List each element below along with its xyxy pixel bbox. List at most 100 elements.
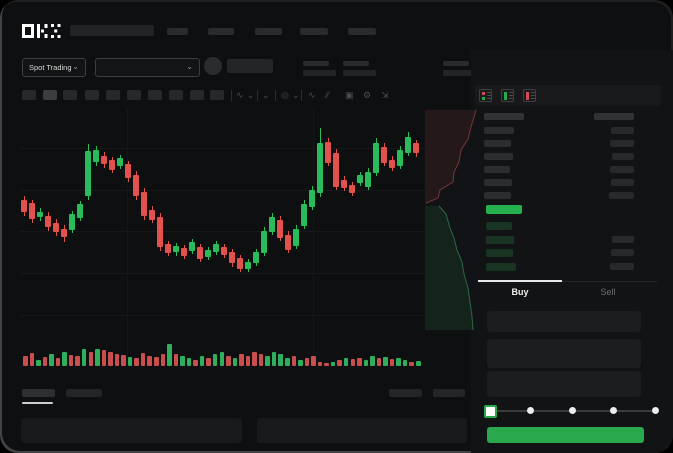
volume-bar [101,350,107,366]
volume-bar [265,356,270,366]
candle-body [93,150,99,162]
volume-bar [206,358,211,366]
volume-bar [160,354,166,366]
candle-body [389,160,395,168]
bottom-tab-1[interactable] [66,389,102,397]
bid-price-2[interactable] [486,249,513,257]
line-tool-icon[interactable]: ∿ [308,90,316,100]
buy-submit-button[interactable] [487,427,644,443]
fullscreen-icon[interactable]: ⇲ [381,90,389,100]
nav-item-4[interactable] [348,28,376,35]
volume-bar [363,360,369,366]
candle-body [53,223,59,232]
bottom-bar-action-1[interactable] [433,389,465,397]
candle-style-icon[interactable]: ∿ [236,90,244,100]
volume-bar [376,358,382,366]
volume-bar [245,356,251,366]
gridline [20,315,472,316]
candle-body [317,143,323,193]
candlestick-chart[interactable] [20,108,478,380]
volume-bar [389,359,395,366]
volume-bar [232,358,238,366]
tab-sell[interactable]: Sell [600,287,616,297]
order-input-field-1[interactable] [487,339,641,368]
ticker-stat-label-1 [343,61,369,66]
bottom-panel-1 [257,418,467,443]
measure-icon[interactable]: ⁄⁄ [326,90,330,100]
volume-bar [134,358,139,366]
timeframe-4[interactable] [106,90,120,100]
order-input-field-0[interactable] [487,311,641,332]
slider-handle[interactable] [484,405,497,418]
volume-bar [304,358,310,366]
volume-bar [317,362,323,366]
candle-body [149,210,155,220]
candle-body [157,217,163,247]
volume-bar [68,355,74,366]
nav-item-2[interactable] [255,28,282,35]
volume-bar [62,352,67,366]
ask-price-2[interactable] [484,153,513,160]
pair-selector[interactable]: ⌄ [95,58,200,77]
volume-bar [186,358,192,366]
bottom-tab-0[interactable] [22,389,55,397]
candle-body [69,214,75,230]
nav-item-0[interactable] [167,28,188,35]
ask-price-4[interactable] [484,179,512,186]
volume-bar [108,352,113,366]
toolbar-separator [275,90,276,101]
ticker-stat-label-2 [443,61,469,66]
market-type-selector[interactable]: Spot Trading ⌄ [22,58,86,77]
volume-bar [330,362,336,366]
toolbar-separator [257,90,258,101]
bid-price-3[interactable] [486,262,516,271]
tab-divider [478,281,657,282]
volume-bar [239,354,244,366]
timeframe-3[interactable] [85,90,99,100]
book-combined-icon[interactable] [479,89,492,102]
active-tab-underline [478,280,562,282]
bottom-panel-0 [21,418,242,443]
ask-price-1[interactable] [484,140,511,147]
candle-style-chevron-icon[interactable]: ⌄ [247,90,255,100]
tab-buy[interactable]: Buy [511,287,529,297]
bottom-active-tab-underline [22,402,53,404]
camera-icon[interactable]: ▣ [345,90,354,100]
candle-body [213,244,219,252]
timeframe-8[interactable] [190,90,204,100]
indicators-icon[interactable]: ◎ [281,90,289,100]
candle-body [117,158,123,166]
book-buys-icon[interactable] [501,89,514,102]
bottom-bar-action-0[interactable] [389,389,422,397]
bid-amount-1 [612,235,634,243]
timeframe-7[interactable] [169,90,183,100]
ask-price-0[interactable] [484,127,514,134]
volume-bar [291,356,297,366]
ask-price-3[interactable] [484,166,510,173]
settings-icon[interactable]: ⚙ [363,90,372,100]
timeframe-0[interactable] [22,90,36,100]
toolbar-separator [231,90,232,101]
indicators-chevron-icon[interactable]: ⌄ [292,90,300,100]
bid-price-0[interactable] [486,222,512,230]
book-sells-icon[interactable] [523,89,536,102]
candle-body [397,150,403,166]
candle-body [373,143,379,173]
order-input-field-2[interactable] [487,371,641,397]
slider-step-2[interactable] [568,407,576,414]
slider-step-4[interactable] [651,407,659,414]
timeframe-2[interactable] [63,90,77,100]
nav-item-3[interactable] [300,28,328,35]
timeframe-1[interactable] [43,90,57,100]
timeframe-6[interactable] [148,90,162,100]
slider-step-1[interactable] [527,407,534,414]
volume-bar [311,356,316,366]
ask-price-5[interactable] [484,192,511,199]
slider-step-3[interactable] [610,407,617,414]
compare-chevron-icon[interactable]: ⌄ [262,90,270,100]
nav-item-1[interactable] [208,28,234,35]
bid-price-1[interactable] [486,235,514,244]
timeframe-5[interactable] [127,90,141,100]
timeframe-9[interactable] [210,90,224,100]
volume-bar [180,356,185,366]
